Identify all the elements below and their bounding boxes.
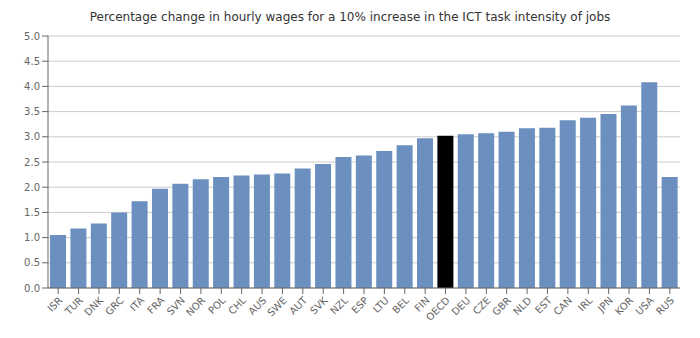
svg-text:LTU: LTU <box>371 295 391 315</box>
svg-text:DNK: DNK <box>82 294 105 317</box>
svg-text:NZL: NZL <box>328 294 350 316</box>
svg-text:4.0: 4.0 <box>24 81 40 92</box>
svg-text:1.0: 1.0 <box>24 232 40 243</box>
svg-text:KOR: KOR <box>613 295 636 318</box>
svg-text:JPN: JPN <box>595 295 615 315</box>
svg-text:DEU: DEU <box>449 295 472 318</box>
svg-text:IRL: IRL <box>576 294 595 313</box>
html-text:Percentage change in hourly wa: Percentage change in hourly wages for a … <box>89 10 611 24</box>
svg-text:2.0: 2.0 <box>24 182 40 193</box>
svg-text:FIN: FIN <box>412 294 432 314</box>
svg-text:POL: POL <box>206 294 228 316</box>
svg-text:CAN: CAN <box>551 295 574 318</box>
svg-text:CHL: CHL <box>226 294 248 316</box>
svg-text:EST: EST <box>533 294 555 316</box>
svg-text:ISR: ISR <box>45 295 64 314</box>
svg-text:SWE: SWE <box>265 295 289 319</box>
svg-text:NLD: NLD <box>511 294 534 317</box>
svg-text:USA: USA <box>633 295 656 318</box>
svg-text:0.5: 0.5 <box>24 257 40 268</box>
svg-text:SVN: SVN <box>165 295 187 317</box>
svg-text:4.5: 4.5 <box>24 56 40 67</box>
svg-text:GRC: GRC <box>103 295 126 318</box>
svg-text:NOR: NOR <box>184 295 208 319</box>
svg-text:1.5: 1.5 <box>24 207 40 218</box>
svg-text:AUS: AUS <box>246 295 268 317</box>
svg-text:RUS: RUS <box>654 295 676 317</box>
svg-text:AUT: AUT <box>287 294 310 317</box>
svg-text:5.0: 5.0 <box>24 31 40 42</box>
svg-text:CZE: CZE <box>471 295 493 317</box>
svg-text:FRA: FRA <box>145 295 166 316</box>
svg-text:0.0: 0.0 <box>24 283 40 294</box>
svg-text:3.0: 3.0 <box>24 131 40 142</box>
svg-text:3.5: 3.5 <box>24 106 40 117</box>
svg-text:2.5: 2.5 <box>24 157 40 168</box>
svg-text:OECD: OECD <box>424 294 452 322</box>
svg-text:GBR: GBR <box>490 295 513 318</box>
svg-text:SVK: SVK <box>308 294 330 316</box>
svg-text:ITA: ITA <box>128 295 147 314</box>
svg-text:ESP: ESP <box>349 295 370 316</box>
svg-text:BEL: BEL <box>390 294 411 315</box>
svg-text:TUR: TUR <box>62 295 85 318</box>
